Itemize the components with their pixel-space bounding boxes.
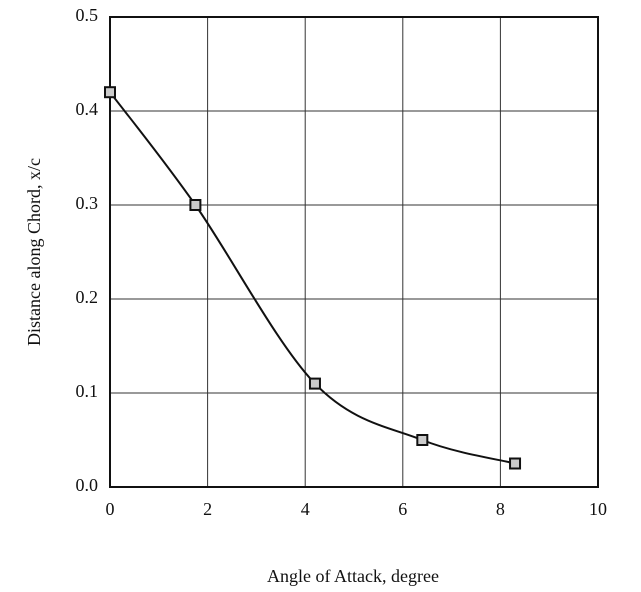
- plot-frame: [109, 16, 599, 488]
- x-tick-label: 8: [496, 499, 505, 519]
- data-point: [509, 457, 522, 470]
- y-tick-label: 0.2: [76, 287, 99, 307]
- y-tick-label: 0.0: [76, 475, 99, 495]
- x-tick-label: 6: [398, 499, 407, 519]
- data-point: [104, 86, 116, 99]
- x-tick-label: 10: [589, 499, 607, 519]
- x-axis-label: Angle of Attack, degree: [267, 566, 439, 586]
- y-tick-label: 0.1: [76, 381, 99, 401]
- data-line: [109, 91, 516, 465]
- y-tick-label: 0.5: [76, 5, 99, 25]
- x-tick-label: 4: [301, 499, 310, 519]
- y-axis-label: Distance along Chord, x/c: [24, 158, 44, 346]
- data-point: [416, 434, 429, 446]
- x-tick-label: 2: [203, 499, 212, 519]
- y-tick-label: 0.4: [76, 99, 99, 119]
- x-tick-label: 0: [106, 499, 115, 519]
- y-tick-label: 0.3: [76, 193, 99, 213]
- data-point: [308, 377, 321, 390]
- data-point: [189, 199, 202, 211]
